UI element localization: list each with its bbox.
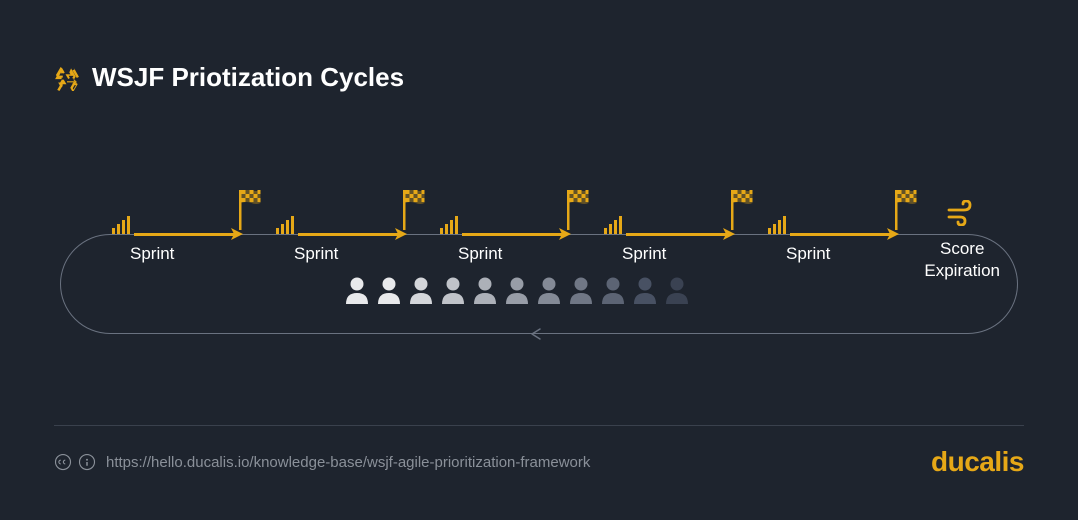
sprint-line bbox=[790, 233, 891, 236]
flag-icon bbox=[403, 190, 425, 230]
person-icon bbox=[504, 276, 530, 304]
person-icon bbox=[376, 276, 402, 304]
person-icon bbox=[440, 276, 466, 304]
wind-icon bbox=[946, 200, 976, 226]
person-icon bbox=[568, 276, 594, 304]
brand-logo: ducalis bbox=[931, 446, 1024, 478]
flag-icon bbox=[895, 190, 917, 230]
sprint-label: Sprint bbox=[294, 244, 338, 264]
header: WSJF Priotization Cycles bbox=[54, 62, 404, 93]
bars-icon bbox=[768, 212, 790, 234]
person-icon bbox=[472, 276, 498, 304]
person-icon bbox=[664, 276, 690, 304]
flag-icon bbox=[239, 190, 261, 230]
score-line1: Score bbox=[924, 238, 1000, 260]
cycle-diagram: Sprint Sprint Sprint bbox=[60, 192, 1018, 352]
score-expiration-label: Score Expiration bbox=[924, 238, 1000, 282]
attribution-icon bbox=[78, 453, 96, 471]
person-icon bbox=[536, 276, 562, 304]
score-line2: Expiration bbox=[924, 260, 1000, 282]
sprint-label: Sprint bbox=[622, 244, 666, 264]
cc-icon bbox=[54, 453, 72, 471]
person-icon bbox=[408, 276, 434, 304]
return-arrow-icon bbox=[530, 327, 548, 341]
bars-icon bbox=[276, 212, 298, 234]
bars-icon bbox=[440, 212, 462, 234]
bars-icon bbox=[604, 212, 626, 234]
sprint-label: Sprint bbox=[130, 244, 174, 264]
sprint-line bbox=[462, 233, 563, 236]
person-icon bbox=[632, 276, 658, 304]
sprint-line bbox=[298, 233, 399, 236]
source-url: https://hello.ducalis.io/knowledge-base/… bbox=[106, 454, 590, 471]
recycle-icon bbox=[54, 65, 80, 91]
sprint-line bbox=[626, 233, 727, 236]
license-icons bbox=[54, 453, 96, 471]
person-icon bbox=[344, 276, 370, 304]
bars-icon bbox=[112, 212, 134, 234]
flag-icon bbox=[567, 190, 589, 230]
flag-icon bbox=[731, 190, 753, 230]
footer: https://hello.ducalis.io/knowledge-base/… bbox=[54, 425, 1024, 478]
sprint-label: Sprint bbox=[786, 244, 830, 264]
persons-row bbox=[344, 276, 690, 304]
sprint-line bbox=[134, 233, 235, 236]
person-icon bbox=[600, 276, 626, 304]
footer-left: https://hello.ducalis.io/knowledge-base/… bbox=[54, 453, 590, 471]
page-title: WSJF Priotization Cycles bbox=[92, 62, 404, 93]
sprint-label: Sprint bbox=[458, 244, 502, 264]
